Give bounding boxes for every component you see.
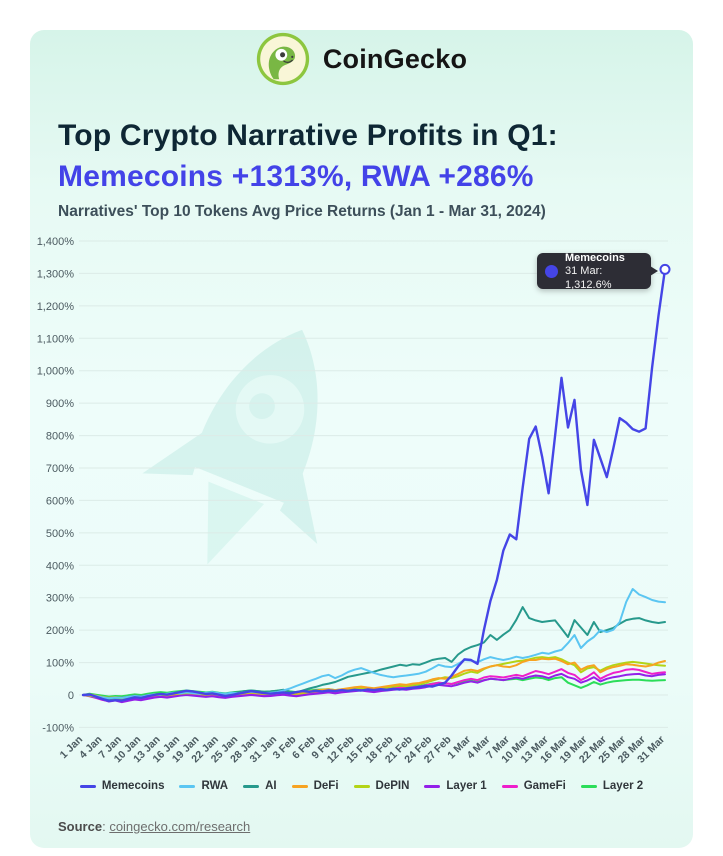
y-axis-tick-label: 1,400% [37,236,75,248]
y-axis-tick-label: 400% [46,560,74,572]
legend-swatch [179,784,196,788]
legend-label: AI [265,780,277,792]
background-card [30,30,693,848]
chart-tooltip: Memecoins 31 Mar: 1,312.6% [537,251,658,291]
y-axis-tick-label: 0 [68,690,74,702]
legend-swatch [580,784,597,788]
y-axis-tick-label: 700% [46,463,74,475]
page-title-line1: Top Crypto Narrative Profits in Q1: [58,119,558,152]
legend-item-memecoins[interactable]: Memecoins [79,780,165,792]
source-line: Source: coingecko.com/research [58,819,251,834]
y-axis-tick-label: 500% [46,528,74,540]
legend-item-layer-1[interactable]: Layer 1 [424,780,487,792]
legend-swatch [501,784,518,788]
legend-label: Layer 1 [446,780,487,792]
legend-swatch [353,784,370,788]
source-label: Source [58,819,103,834]
legend-label: DeFi [313,780,339,792]
tooltip-series-name: Memecoins [565,251,625,264]
legend-item-depin[interactable]: DePIN [353,780,410,792]
y-axis-tick-label: 800% [46,431,74,443]
chart-subtitle: Narratives' Top 10 Tokens Avg Price Retu… [58,203,546,220]
series-line-ai [82,606,666,700]
series-line-rwa [82,588,666,700]
y-axis-tick-label: 600% [46,495,74,507]
chart-legend: Memecoins RWA AI DeFi DePIN Layer 1 GameFi Laye… [0,780,723,792]
legend-label: DePIN [375,780,410,792]
legend-label: GameFi [523,780,566,792]
coingecko-logo-icon [256,32,309,86]
page-title-line2: Memecoins +1313%, RWA +286% [58,160,534,193]
legend-item-ai[interactable]: AI [243,780,277,792]
y-axis-tick-label: 1,300% [37,268,75,280]
y-axis-tick-label: 200% [46,625,74,637]
series-line-memecoins [81,268,667,702]
y-axis-tick-label: 100% [46,658,74,670]
legend-label: Layer 2 [602,780,644,792]
legend-swatch [79,784,96,788]
brand-name: CoinGecko [322,43,468,74]
rocket-watermark [142,329,318,565]
source-link[interactable]: coingecko.com/research [109,819,251,834]
y-axis-tick-label: 1,200% [37,301,75,313]
legend-swatch [291,784,308,788]
legend-item-gamefi[interactable]: GameFi [501,780,566,792]
tooltip-series-dot [545,264,558,278]
end-point-marker [659,263,671,275]
legend-item-layer-2[interactable]: Layer 2 [580,780,644,792]
y-axis-tick-label: 1,000% [37,366,75,378]
legend-label: RWA [201,780,229,792]
y-axis-tick-label: -100% [42,722,74,734]
y-axis-tick-label: 900% [46,398,74,410]
legend-label: Memecoins [101,780,165,792]
series-line-layer-1 [82,672,666,704]
y-axis-tick-label: 300% [46,593,74,605]
tooltip-arrow [650,266,658,276]
legend-item-rwa[interactable]: RWA [179,780,228,792]
y-axis-tick-label: 1,100% [37,333,75,345]
legend-item-defi[interactable]: DeFi [291,780,339,792]
header: CoinGecko [0,30,723,88]
legend-swatch [424,784,441,788]
legend-swatch [243,784,260,788]
tooltip-value: 31 Mar: 1,312.6% [565,265,612,291]
